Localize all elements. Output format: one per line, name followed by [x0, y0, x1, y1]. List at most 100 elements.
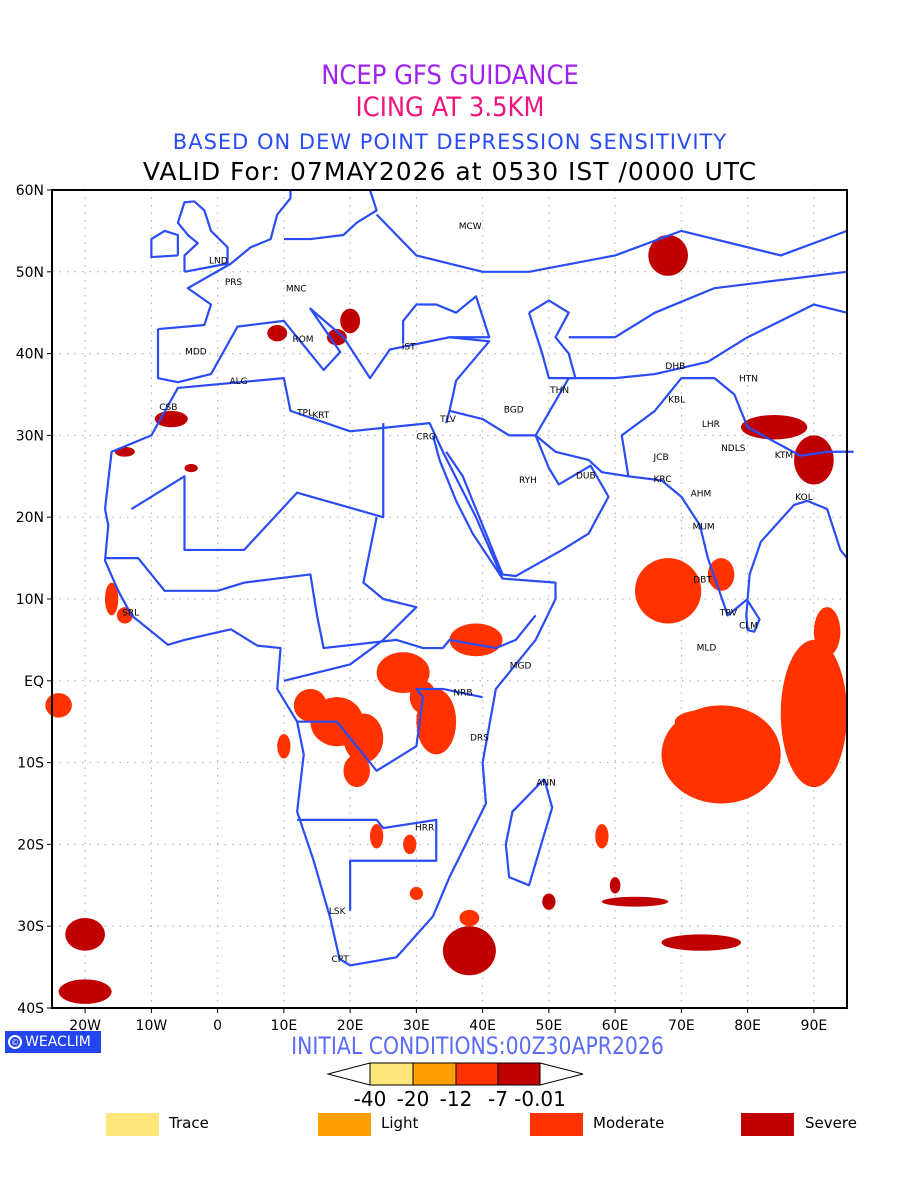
coastline-asia2 [568, 270, 848, 339]
severe-icing-area [542, 893, 556, 910]
city-label: CPT [332, 955, 350, 965]
lon-label: 60E [602, 1018, 629, 1034]
coastline-srilanka [745, 600, 761, 633]
lat-label: 10N [16, 592, 44, 608]
coastline-india [620, 377, 854, 477]
severe-icing-area [601, 896, 669, 907]
lon-label: 20W [69, 1018, 101, 1034]
city-label: SRL [122, 608, 139, 618]
moderate-icing-area [343, 754, 370, 788]
legend-label-severe: Severe [805, 1114, 857, 1132]
lat-label: 60N [16, 183, 44, 199]
colorbar-trace [369, 1062, 414, 1086]
title-method: BASED ON DEW POINT DEPRESSION SENSITIVIT… [172, 130, 728, 154]
severe-icing-area [648, 234, 688, 276]
city-label: LSK [329, 907, 347, 917]
initial-conditions: INITIAL CONDITIONS:00Z30APR2026 [291, 1032, 664, 1060]
moderate-icing-area [780, 639, 847, 788]
legend-label-trace: Trace [169, 1114, 209, 1132]
severe-icing-area [609, 877, 621, 894]
legend-swatch-trace [106, 1113, 159, 1136]
city-label: HTN [739, 374, 758, 384]
moderate-icing-area [277, 733, 291, 759]
lat-label: 10S [17, 756, 44, 772]
coastlines [103, 189, 854, 967]
coastline-atlantic [157, 190, 292, 331]
lon-label: 30E [403, 1018, 430, 1034]
moderate-icing-area [459, 909, 480, 927]
colorbar-tick: -12 [440, 1087, 473, 1111]
city-label: DRS [470, 733, 489, 743]
city-label: KRC [654, 475, 672, 485]
coastline-borders3 [297, 687, 483, 772]
colorbar-tick: -40 [354, 1087, 387, 1111]
city-label: MDD [185, 347, 207, 357]
city-label: CRO [416, 432, 436, 442]
city-label: ALG [230, 377, 248, 387]
lon-label: 0 [213, 1018, 222, 1034]
moderate-icing-area [343, 713, 384, 763]
legend-label-light: Light [381, 1114, 419, 1132]
title-valid-time: VALID For: 07MAY2026 at 0530 IST /0000 U… [142, 157, 758, 186]
colorbar-moderate [455, 1062, 499, 1086]
severe-icing-area [340, 308, 361, 334]
coastline-borders4 [297, 818, 438, 911]
lon-label: 20E [337, 1018, 364, 1034]
coastline-asia3 [375, 213, 848, 273]
moderate-icing-area [674, 709, 741, 734]
lat-label: 50N [16, 265, 44, 281]
coastline-uk [176, 200, 229, 273]
city-label: TPL [296, 409, 313, 419]
colorbar-high-arrow [539, 1062, 584, 1086]
severe-icing-area [661, 934, 741, 951]
city-label: LND [209, 257, 228, 267]
colorbar-severe [497, 1062, 541, 1086]
coastline-borders1 [130, 423, 385, 552]
coastline-arabia [445, 409, 610, 578]
lat-label: EQ [24, 674, 44, 690]
city-label: MCW [459, 222, 482, 232]
lat-label: 40N [16, 347, 44, 363]
coastline-africa [103, 377, 557, 967]
coastline-redsea [431, 435, 504, 580]
city-label: TRV [719, 608, 738, 618]
city-label: DUB [576, 472, 596, 482]
moderate-icing-area [409, 886, 423, 901]
logo-text: WEACLIM [25, 1034, 91, 1050]
lat-label: 20S [17, 837, 44, 853]
title-model: NCEP GFS GUIDANCE [321, 60, 579, 91]
severe-icing-area [58, 979, 112, 1004]
copyright-icon: © [8, 1035, 22, 1049]
lon-label: 90E [801, 1018, 828, 1034]
lon-label: 10W [136, 1018, 168, 1034]
moderate-icing-area [370, 823, 384, 849]
weaclim-logo: © WEACLIM [5, 1031, 101, 1053]
moderate-icing-area [403, 834, 417, 855]
city-label: KTM [775, 451, 793, 461]
moderate-icing-area [595, 823, 609, 849]
lat-label: 20N [16, 510, 44, 526]
city-label: LHR [702, 420, 720, 430]
lon-label: 40E [469, 1018, 496, 1034]
coastline-caspian [527, 299, 577, 380]
city-label: TLV [439, 415, 457, 425]
city-label: KOL [795, 493, 813, 503]
severe-icing-area [442, 926, 496, 976]
title-product: ICING AT 3.5KM [355, 92, 545, 123]
legend-label-moderate: Moderate [593, 1114, 665, 1132]
coastline-blacksea [402, 295, 491, 343]
moderate-icing-area [701, 746, 768, 796]
severe-icing-area [741, 414, 808, 440]
severe-icing-area [65, 918, 105, 951]
city-label: RYH [519, 476, 537, 486]
city-label: HRR [415, 823, 434, 833]
city-label: MUM [693, 522, 715, 532]
city-label: AHM [691, 490, 712, 500]
axis-labels: 20W 10W 0 10E 20E 30E 40E 50E 60E 70E 80E 90E 60N 50N… [16, 183, 828, 1034]
severe-icing-area [267, 324, 288, 342]
lat-label: 30S [17, 919, 44, 935]
coastline-asia1 [534, 303, 848, 436]
